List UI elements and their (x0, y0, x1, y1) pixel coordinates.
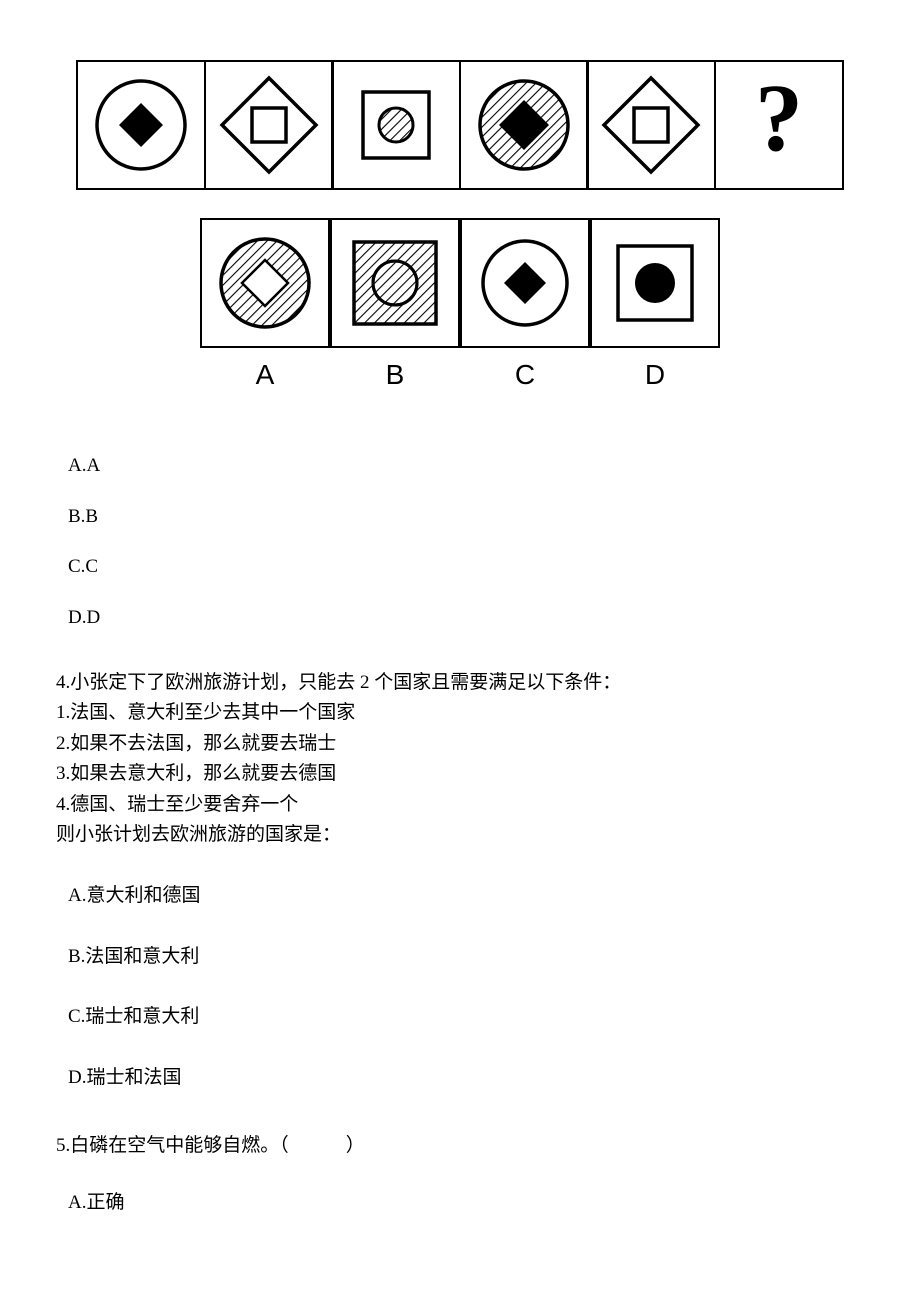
q3-option-d[interactable]: D.D (68, 604, 864, 633)
q5-stem: 5.白磷在空气中能够自燃。（ ） (56, 1132, 864, 1161)
q4-option-a[interactable]: A.意大利和德国 (68, 882, 864, 911)
svg-text:?: ? (755, 70, 803, 171)
question-5: 5.白磷在空气中能够自燃。（ ） (56, 1132, 864, 1161)
seq-cell-2 (204, 60, 334, 190)
q4-cond1: 1.法国、意大利至少去其中一个国家 (56, 698, 864, 728)
q5-option-a[interactable]: A.正确 (68, 1189, 864, 1218)
answer-cell-c (460, 218, 590, 348)
answer-label-a: A (256, 354, 275, 396)
q4-stem: 4.小张定下了欧洲旅游计划，只能去 2 个国家且需要满足以下条件： (56, 668, 864, 698)
seq-cell-5 (586, 60, 716, 190)
q3-option-a[interactable]: A.A (68, 452, 864, 481)
q3-option-c[interactable]: C.C (68, 553, 864, 582)
answer-cell-a (200, 218, 330, 348)
figure-sequence-row: ? (56, 60, 864, 190)
question-4: 4.小张定下了欧洲旅游计划，只能去 2 个国家且需要满足以下条件： 1.法国、意… (56, 668, 864, 850)
q4-option-d[interactable]: D.瑞士和法国 (68, 1064, 864, 1093)
answer-cell-b (330, 218, 460, 348)
q4-cond3: 3.如果去意大利，那么就要去德国 (56, 759, 864, 789)
q3-option-b[interactable]: B.B (68, 503, 864, 532)
seq-cell-4 (459, 60, 589, 190)
answer-label-d: D (645, 354, 665, 396)
answer-label-b: B (386, 354, 405, 396)
figure-answer-row: A B C D (56, 218, 864, 396)
seq-cell-6: ? (714, 60, 844, 190)
q4-option-c[interactable]: C.瑞士和意大利 (68, 1003, 864, 1032)
answer-cell-d (590, 218, 720, 348)
q4-cond2: 2.如果不去法国，那么就要去瑞士 (56, 729, 864, 759)
q4-cond4: 4.德国、瑞士至少要舍弃一个 (56, 790, 864, 820)
seq-cell-3 (331, 60, 461, 190)
answer-label-c: C (515, 354, 535, 396)
seq-cell-1 (76, 60, 206, 190)
q4-option-b[interactable]: B.法国和意大利 (68, 943, 864, 972)
q4-ask: 则小张计划去欧洲旅游的国家是： (56, 820, 864, 850)
